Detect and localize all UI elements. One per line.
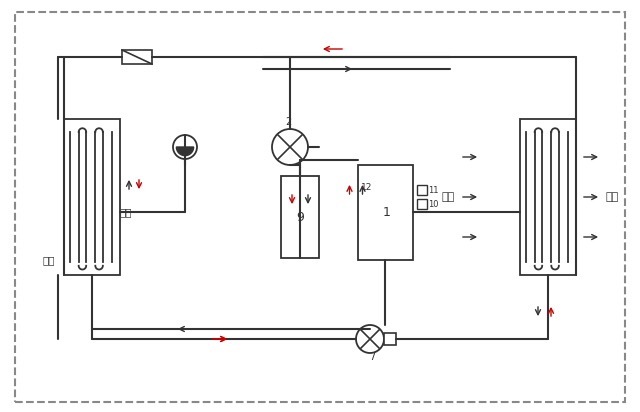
Text: 进水: 进水: [120, 207, 132, 217]
Bar: [64, 119, 120, 275]
Circle shape: [356, 325, 384, 353]
Text: 出水: 出水: [43, 255, 55, 265]
Text: 2: 2: [285, 117, 291, 127]
Text: 10: 10: [429, 199, 439, 208]
Text: 9: 9: [296, 211, 304, 223]
Bar: [281, 176, 319, 258]
Bar: [384, 333, 396, 345]
Bar: [520, 119, 576, 275]
Text: 进风: 进风: [442, 192, 455, 202]
Text: 7: 7: [369, 352, 375, 362]
Bar: [417, 199, 426, 209]
Text: 12: 12: [360, 183, 372, 192]
Bar: [358, 164, 413, 260]
Polygon shape: [177, 147, 194, 156]
Text: 11: 11: [429, 185, 439, 194]
Text: 出风: 出风: [606, 192, 620, 202]
Bar: [122, 50, 152, 64]
Text: 1: 1: [383, 206, 391, 218]
Bar: [417, 185, 426, 195]
